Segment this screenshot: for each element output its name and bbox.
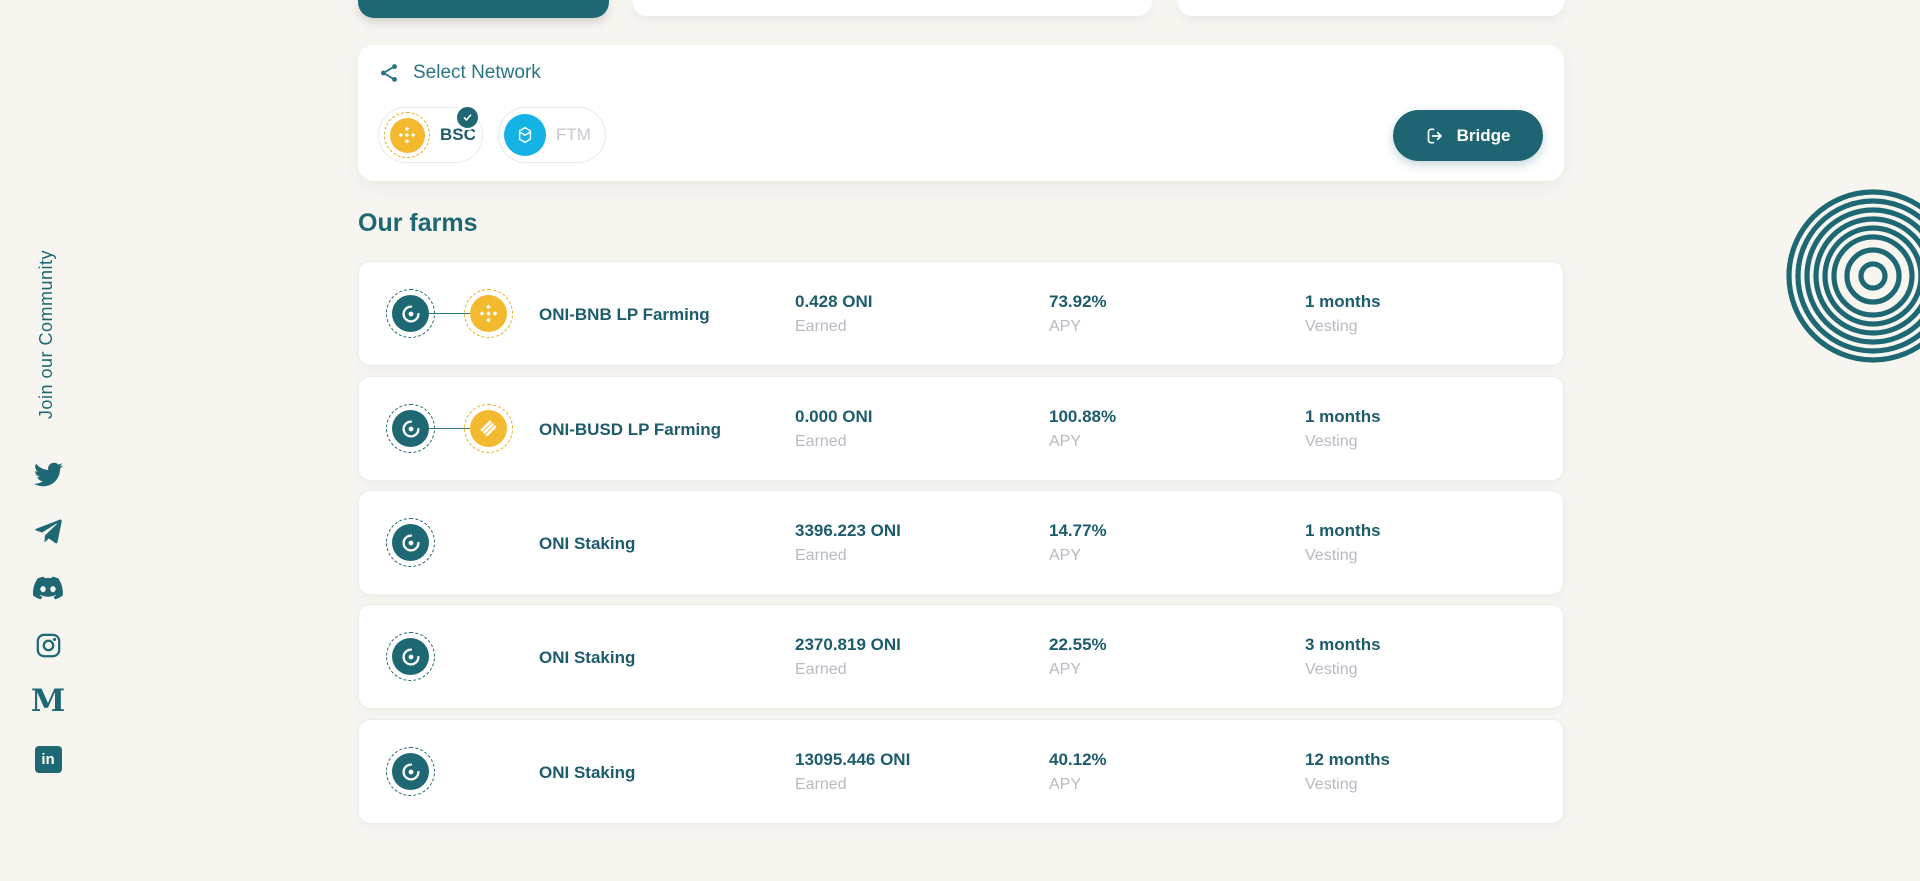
vesting-value: 1 months <box>1305 406 1381 426</box>
select-network-title: Select Network <box>413 62 541 83</box>
medium-icon: M <box>30 682 66 719</box>
farm-name: ONI-BUSD LP Farming <box>539 419 721 439</box>
farm-name: ONI-BNB LP Farming <box>539 304 710 324</box>
discord-icon <box>33 576 63 600</box>
selected-check-badge <box>455 105 480 130</box>
vesting-label: Vesting <box>1305 660 1358 678</box>
vesting-label: Vesting <box>1305 775 1358 793</box>
pair-connector <box>429 428 471 429</box>
network-option-ftm-label: FTM <box>556 125 591 144</box>
apy-label: APY <box>1049 660 1082 678</box>
busd-token-icon <box>464 404 513 453</box>
instagram-link[interactable] <box>32 629 64 661</box>
farm-row[interactable]: ONI Staking 2370.819 ONI Earned 22.55% A… <box>358 604 1564 709</box>
vesting-value: 12 months <box>1305 749 1391 769</box>
linkedin-link[interactable]: in <box>32 743 64 775</box>
telegram-link[interactable] <box>32 515 64 547</box>
farm-name: ONI Staking <box>539 647 636 667</box>
stat-card-partial-1 <box>633 0 1152 16</box>
network-option-ftm[interactable]: FTM <box>498 107 606 163</box>
apy-value: 14.77% <box>1049 520 1107 540</box>
linkedin-icon: in <box>34 745 62 773</box>
ftm-coin-icon <box>504 114 546 156</box>
vesting-label: Vesting <box>1305 317 1358 335</box>
farm-row[interactable]: ONI Staking 13095.446 ONI Earned 40.12% … <box>358 719 1564 824</box>
apy-label: APY <box>1049 432 1082 450</box>
apy-label: APY <box>1049 546 1082 564</box>
earned-value: 13095.446 ONI <box>795 749 911 769</box>
earned-label: Earned <box>795 546 847 564</box>
bridge-button[interactable]: Bridge <box>1393 110 1543 161</box>
farm-row[interactable]: ONI-BNB LP Farming 0.428 ONI Earned 73.9… <box>358 261 1564 366</box>
twitter-icon <box>33 462 63 486</box>
oni-token-icon <box>386 404 435 453</box>
pair-connector <box>429 313 471 314</box>
apy-value: 100.88% <box>1049 406 1117 426</box>
bridge-button-label: Bridge <box>1456 125 1511 145</box>
earned-label: Earned <box>795 317 847 335</box>
oni-token-icon <box>386 632 435 681</box>
apy-label: APY <box>1049 317 1082 335</box>
check-icon <box>463 114 472 121</box>
community-label: Join our Community <box>36 250 56 420</box>
vesting-label: Vesting <box>1305 546 1358 564</box>
instagram-icon <box>36 633 60 657</box>
farm-name: ONI Staking <box>539 533 636 553</box>
earned-label: Earned <box>795 432 847 450</box>
vesting-label: Vesting <box>1305 432 1358 450</box>
farm-row[interactable]: ONI Staking 3396.223 ONI Earned 14.77% A… <box>358 490 1564 595</box>
earned-label: Earned <box>795 660 847 678</box>
vesting-value: 3 months <box>1305 634 1381 654</box>
earned-value: 0.000 ONI <box>795 406 873 426</box>
apy-value: 73.92% <box>1049 291 1107 311</box>
apy-value: 40.12% <box>1049 749 1107 769</box>
bnb-token-icon <box>464 289 513 338</box>
earned-value: 2370.819 ONI <box>795 634 901 654</box>
twitter-link[interactable] <box>32 458 64 490</box>
stat-card-partial-2 <box>1178 0 1564 16</box>
earned-label: Earned <box>795 775 847 793</box>
earned-value: 3396.223 ONI <box>795 520 901 540</box>
bnb-coin-icon <box>384 112 430 158</box>
bridge-icon <box>1426 126 1446 146</box>
select-network-card: Select Network BSC <box>358 45 1564 181</box>
earned-value: 0.428 ONI <box>795 291 873 311</box>
farms-heading: Our farms <box>358 209 478 237</box>
active-tab-partial[interactable] <box>358 0 609 18</box>
farm-row[interactable]: ONI-BUSD LP Farming 0.000 ONI Earned 100… <box>358 376 1564 481</box>
decorative-circles <box>1786 189 1920 363</box>
apy-label: APY <box>1049 775 1082 793</box>
vesting-value: 1 months <box>1305 291 1381 311</box>
farm-name: ONI Staking <box>539 762 636 782</box>
share-nodes-icon <box>378 62 400 84</box>
oni-token-icon <box>386 289 435 338</box>
medium-link[interactable]: M <box>30 682 66 719</box>
oni-token-icon <box>386 518 435 567</box>
discord-link[interactable] <box>32 572 64 604</box>
vesting-value: 1 months <box>1305 520 1381 540</box>
apy-value: 22.55% <box>1049 634 1107 654</box>
network-option-bsc[interactable]: BSC <box>378 105 483 163</box>
telegram-icon <box>34 518 62 543</box>
oni-token-icon <box>386 747 435 796</box>
